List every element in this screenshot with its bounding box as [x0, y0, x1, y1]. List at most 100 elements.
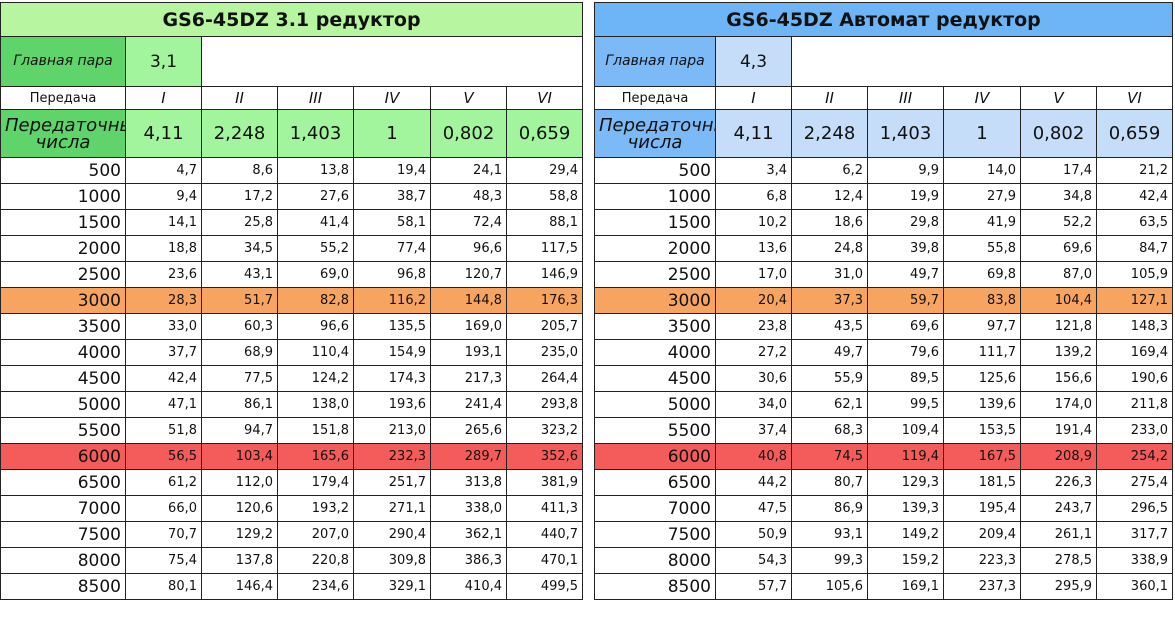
speed: 88,1: [505, 209, 584, 236]
speed: 191,4: [1020, 417, 1097, 444]
data-row: 2500 17,0 31,0 49,7 69,8 87,0 105,9: [594, 261, 1174, 288]
speed: 34,8: [1020, 183, 1097, 210]
rpm: 7500: [594, 521, 716, 548]
data-row: 5000 47,1 86,1 138,0 193,6 241,4 293,8: [0, 391, 584, 418]
speed: 237,3: [943, 573, 1021, 600]
speed: 138,0: [277, 391, 354, 418]
speed: 193,1: [430, 339, 507, 366]
speed: 52,2: [1020, 209, 1097, 236]
rpm: 5500: [594, 417, 716, 444]
speed: 37,7: [125, 339, 202, 366]
speed: 77,5: [201, 365, 278, 392]
speed: 74,5: [791, 443, 868, 470]
ratio: 1: [353, 109, 431, 158]
speed: 232,3: [353, 443, 431, 470]
speed: 338,9: [1095, 547, 1174, 574]
speed: 195,4: [943, 495, 1021, 522]
data-row: 1000 9,4 17,2 27,6 38,7 48,3 58,8: [0, 183, 584, 210]
speed: 69,6: [1020, 235, 1097, 262]
rpm: 2000: [0, 235, 126, 262]
speed: 207,0: [277, 521, 354, 548]
ratio-table: GS6-45DZ Автомат редуктор Главная пара 4,3…: [593, 2, 1174, 600]
speed: 148,3: [1095, 313, 1174, 340]
speed: 264,4: [505, 365, 584, 392]
speed: 4,7: [125, 157, 202, 184]
ratio: 1,403: [867, 109, 944, 158]
speed: 23,8: [715, 313, 792, 340]
speed: 174,3: [353, 365, 431, 392]
speed: 217,3: [430, 365, 507, 392]
speed: 54,3: [715, 547, 792, 574]
speed: 139,6: [943, 391, 1021, 418]
speed: 120,6: [201, 495, 278, 522]
speed: 127,1: [1095, 287, 1174, 314]
speed: 66,0: [125, 495, 202, 522]
speed: 43,1: [201, 261, 278, 288]
table-body: GS6-45DZ 3.1 редуктор Главная пара 3,1 Пере…: [0, 2, 584, 600]
speed: 24,8: [791, 235, 868, 262]
rpm: 8500: [0, 573, 126, 600]
speed: 44,2: [715, 469, 792, 496]
speed: 120,7: [430, 261, 507, 288]
speed: 181,5: [943, 469, 1021, 496]
main-pair-label: Главная пара: [594, 36, 716, 87]
speed: 13,8: [277, 157, 354, 184]
gear: IV: [353, 86, 431, 110]
speed: 223,3: [943, 547, 1021, 574]
main-pair-row: Главная пара 3,1: [0, 36, 584, 87]
speed: 296,5: [1095, 495, 1174, 522]
speed: 193,6: [353, 391, 431, 418]
speed: 49,7: [867, 261, 944, 288]
speed: 129,3: [867, 469, 944, 496]
rpm: 2500: [594, 261, 716, 288]
speed: 121,8: [1020, 313, 1097, 340]
ratio: 4,11: [715, 109, 792, 158]
rpm: 6000: [0, 443, 126, 470]
speed: 213,0: [353, 417, 431, 444]
speed: 69,8: [943, 261, 1021, 288]
speed: 96,8: [353, 261, 431, 288]
speed: 40,8: [715, 443, 792, 470]
rpm: 1500: [0, 209, 126, 236]
data-row: 3500 23,8 43,5 69,6 97,7 121,8 148,3: [594, 313, 1174, 340]
speed: 209,4: [943, 521, 1021, 548]
speed: 97,7: [943, 313, 1021, 340]
speed: 103,4: [201, 443, 278, 470]
speed: 28,3: [125, 287, 202, 314]
gear: I: [715, 86, 792, 110]
main-pair-row: Главная пара 4,3: [594, 36, 1174, 87]
rpm: 4500: [594, 365, 716, 392]
rpm: 4000: [0, 339, 126, 366]
gear: V: [430, 86, 507, 110]
speed: 139,3: [867, 495, 944, 522]
gear: III: [277, 86, 354, 110]
speed: 51,7: [201, 287, 278, 314]
data-row: 6000 40,8 74,5 119,4 167,5 208,9 254,2: [594, 443, 1174, 470]
speed: 137,8: [201, 547, 278, 574]
speed: 86,9: [791, 495, 868, 522]
speed: 235,0: [505, 339, 584, 366]
ratio: 0,802: [430, 109, 507, 158]
rpm: 2000: [594, 235, 716, 262]
speed: 234,6: [277, 573, 354, 600]
ratio-label: Передаточные числа: [594, 109, 716, 158]
ratio: 1: [943, 109, 1021, 158]
speed: 50,9: [715, 521, 792, 548]
data-row: 3000 20,4 37,3 59,7 83,8 104,4 127,1: [594, 287, 1174, 314]
speed: 6,8: [715, 183, 792, 210]
speed: 440,7: [505, 521, 584, 548]
speed: 31,0: [791, 261, 868, 288]
speed: 309,8: [353, 547, 431, 574]
speed: 47,5: [715, 495, 792, 522]
gear: V: [1020, 86, 1097, 110]
ratio: 0,659: [1095, 109, 1174, 158]
speed: 18,8: [125, 235, 202, 262]
speed: 20,4: [715, 287, 792, 314]
speed: 18,6: [791, 209, 868, 236]
speed: 99,3: [791, 547, 868, 574]
speed: 125,6: [943, 365, 1021, 392]
speed: 105,6: [791, 573, 868, 600]
speed: 271,1: [353, 495, 431, 522]
speed: 87,0: [1020, 261, 1097, 288]
data-row: 2500 23,6 43,1 69,0 96,8 120,7 146,9: [0, 261, 584, 288]
